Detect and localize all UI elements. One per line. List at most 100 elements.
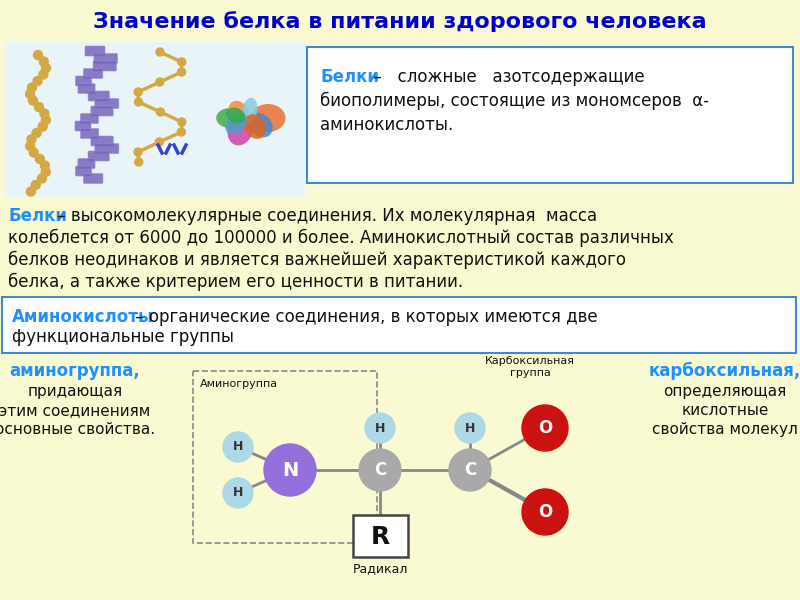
Circle shape	[156, 78, 164, 86]
Ellipse shape	[244, 115, 266, 139]
Text: Аминогруппа: Аминогруппа	[200, 379, 278, 389]
Circle shape	[134, 98, 142, 106]
FancyBboxPatch shape	[95, 98, 119, 109]
Circle shape	[223, 432, 253, 462]
Text: этим соединениям: этим соединениям	[0, 403, 150, 418]
Text: группа: группа	[510, 368, 550, 378]
Circle shape	[26, 142, 34, 151]
Text: H: H	[375, 421, 385, 434]
FancyBboxPatch shape	[5, 42, 305, 197]
Text: функциональные группы: функциональные группы	[12, 328, 234, 346]
Text: – высокомолекулярные соединения. Их молекулярная  масса: – высокомолекулярные соединения. Их моле…	[52, 207, 597, 225]
Circle shape	[42, 64, 50, 73]
Circle shape	[155, 138, 163, 146]
Text: аминогруппа,: аминогруппа,	[10, 362, 140, 380]
FancyBboxPatch shape	[91, 106, 113, 116]
Text: H: H	[233, 487, 243, 499]
Text: белков неодинаков и является важнейшей характеристикой каждого: белков неодинаков и является важнейшей х…	[8, 251, 626, 269]
Circle shape	[156, 48, 164, 56]
Text: O: O	[538, 419, 552, 437]
Circle shape	[455, 413, 485, 443]
FancyBboxPatch shape	[83, 68, 102, 79]
FancyBboxPatch shape	[307, 47, 793, 183]
Text: основные свойства.: основные свойства.	[0, 422, 155, 437]
Text: N: N	[282, 461, 298, 479]
Ellipse shape	[225, 113, 247, 134]
Text: H: H	[465, 421, 475, 434]
Circle shape	[134, 88, 142, 96]
Text: придающая: придающая	[27, 384, 122, 399]
Text: –   сложные   азотсодержащие: – сложные азотсодержащие	[363, 68, 645, 86]
Text: R: R	[370, 525, 390, 549]
Text: C: C	[374, 461, 386, 479]
FancyBboxPatch shape	[75, 121, 91, 131]
Circle shape	[178, 118, 186, 126]
Text: Белки: Белки	[8, 207, 67, 225]
Circle shape	[32, 128, 41, 137]
Circle shape	[42, 115, 50, 124]
FancyBboxPatch shape	[94, 53, 118, 64]
Ellipse shape	[216, 108, 244, 128]
Circle shape	[359, 449, 401, 491]
Circle shape	[39, 57, 48, 66]
Text: Значение белка в питании здорового человека: Значение белка в питании здорового челов…	[93, 11, 707, 32]
Circle shape	[34, 50, 42, 59]
Circle shape	[522, 489, 568, 535]
FancyBboxPatch shape	[75, 76, 92, 86]
Text: определяющая: определяющая	[663, 384, 786, 399]
Text: H: H	[233, 440, 243, 454]
Circle shape	[33, 76, 42, 85]
Ellipse shape	[226, 107, 246, 123]
Circle shape	[39, 70, 48, 79]
Circle shape	[134, 148, 142, 156]
FancyBboxPatch shape	[88, 151, 110, 161]
Text: кислотные: кислотные	[682, 403, 769, 418]
Circle shape	[27, 135, 36, 144]
Circle shape	[522, 405, 568, 451]
Circle shape	[223, 478, 253, 508]
FancyBboxPatch shape	[83, 173, 103, 184]
Ellipse shape	[242, 98, 258, 124]
Text: Аминокислоты: Аминокислоты	[12, 308, 154, 326]
Text: Белки: Белки	[320, 68, 379, 86]
Circle shape	[34, 103, 43, 112]
Circle shape	[178, 128, 186, 136]
Text: O: O	[538, 503, 552, 521]
FancyBboxPatch shape	[81, 113, 98, 124]
FancyBboxPatch shape	[93, 61, 116, 71]
Circle shape	[38, 122, 47, 131]
Circle shape	[40, 161, 50, 170]
FancyBboxPatch shape	[78, 158, 95, 169]
Text: Радикал: Радикал	[352, 562, 408, 575]
Ellipse shape	[247, 113, 273, 137]
FancyBboxPatch shape	[78, 83, 95, 94]
FancyBboxPatch shape	[2, 297, 796, 353]
Circle shape	[26, 187, 35, 196]
Bar	[353, 515, 408, 557]
Circle shape	[134, 158, 142, 166]
Circle shape	[27, 83, 37, 92]
Circle shape	[30, 148, 38, 157]
FancyBboxPatch shape	[95, 143, 119, 154]
Circle shape	[157, 108, 165, 116]
FancyBboxPatch shape	[81, 128, 98, 139]
Circle shape	[449, 449, 491, 491]
FancyBboxPatch shape	[91, 136, 114, 146]
Circle shape	[35, 154, 44, 163]
Circle shape	[178, 68, 186, 76]
Text: Карбоксильная: Карбоксильная	[485, 356, 575, 366]
Text: колеблется от 6000 до 100000 и более. Аминокислотный состав различных: колеблется от 6000 до 100000 и более. Ам…	[8, 229, 674, 247]
FancyBboxPatch shape	[85, 46, 105, 56]
Text: биополимеры, состоящие из мономсеров  α-: биополимеры, состоящие из мономсеров α-	[320, 92, 709, 110]
Text: C: C	[464, 461, 476, 479]
Circle shape	[264, 444, 316, 496]
Circle shape	[42, 167, 50, 176]
Circle shape	[40, 109, 49, 118]
Ellipse shape	[227, 114, 254, 145]
Circle shape	[38, 174, 46, 183]
Text: белка, а также критерием его ценности в питании.: белка, а также критерием его ценности в …	[8, 273, 463, 291]
Text: свойства молекул: свойства молекул	[652, 422, 798, 437]
Text: аминокислоты.: аминокислоты.	[320, 116, 454, 134]
Ellipse shape	[229, 101, 248, 121]
Text: карбоксильная,: карбоксильная,	[649, 362, 800, 380]
